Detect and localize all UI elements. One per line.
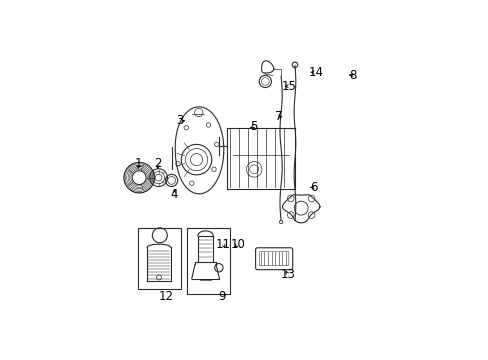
Text: 8: 8: [349, 68, 356, 82]
Text: 2: 2: [154, 157, 161, 170]
Bar: [138, 228, 181, 288]
Text: 9: 9: [217, 290, 225, 303]
Text: 12: 12: [158, 290, 173, 303]
Text: 14: 14: [307, 66, 323, 79]
Text: 15: 15: [282, 80, 296, 93]
Text: 11: 11: [215, 238, 230, 251]
Text: 13: 13: [280, 268, 295, 281]
Text: 7: 7: [274, 110, 282, 123]
Text: 1: 1: [134, 157, 142, 170]
Text: 6: 6: [310, 181, 318, 194]
Text: 3: 3: [176, 114, 183, 127]
Text: 10: 10: [230, 238, 245, 251]
Text: 5: 5: [249, 120, 257, 133]
Bar: [186, 228, 229, 294]
Text: 4: 4: [170, 188, 178, 201]
